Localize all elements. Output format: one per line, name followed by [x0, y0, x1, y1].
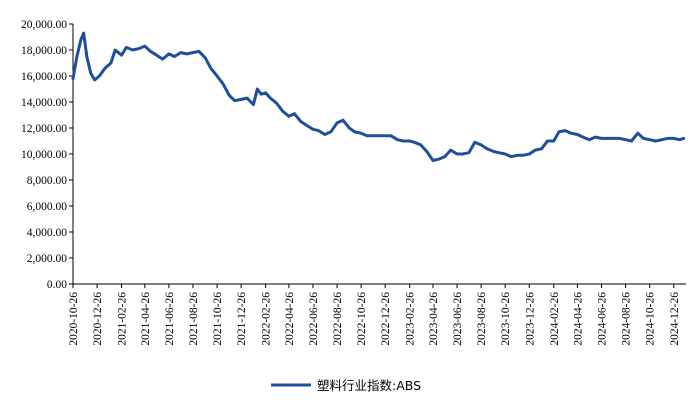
- x-tick-label: 2022-10-26: [356, 292, 368, 346]
- y-axis-ticks: 0.00 2,000.00 4,000.00 6,000.00 8,000.00 10,0…: [21, 19, 73, 291]
- legend: 塑料行业指数:ABS: [271, 378, 421, 393]
- x-tick-label: 2020-12-26: [92, 292, 104, 346]
- x-tick-label: 2024-06-26: [597, 292, 609, 346]
- y-tick-label: 20,000.00: [21, 19, 67, 31]
- x-tick-label: 2021-08-26: [188, 292, 200, 346]
- y-tick-label: 4,000.00: [27, 227, 68, 239]
- y-tick-label: 14,000.00: [21, 97, 67, 109]
- x-tick-label: 2021-04-26: [140, 292, 152, 346]
- x-tick-label: 2024-08-26: [621, 292, 633, 346]
- x-tick-label: 2024-04-26: [572, 292, 584, 346]
- y-tick-label: 18,000.00: [21, 45, 67, 57]
- x-tick-label: 2022-08-26: [332, 292, 344, 346]
- series-line: [71, 31, 686, 162]
- x-tick-label: 2022-12-26: [380, 292, 392, 346]
- y-tick-label: 2,000.00: [27, 253, 68, 265]
- series-layer: [71, 31, 686, 162]
- x-tick-label: 2023-10-26: [500, 292, 512, 346]
- x-tick-label: 2023-02-26: [405, 292, 417, 346]
- x-tick-label: 2021-06-26: [164, 292, 176, 346]
- y-tick-label: 8,000.00: [27, 175, 68, 187]
- legend-label: 塑料行业指数:ABS: [317, 378, 421, 393]
- x-tick-label: 2024-02-26: [549, 292, 561, 346]
- axes: [72, 24, 686, 285]
- y-tick-label: 16,000.00: [21, 71, 67, 83]
- y-tick-label: 6,000.00: [27, 201, 68, 213]
- x-tick-label: 2022-02-26: [261, 292, 273, 346]
- x-tick-label: 2023-08-26: [476, 292, 488, 346]
- x-tick-label: 2024-12-26: [669, 292, 681, 346]
- x-tick-label: 2023-04-26: [428, 292, 440, 346]
- x-tick-label: 2022-06-26: [308, 292, 320, 346]
- x-tick-label: 2021-02-26: [117, 292, 129, 346]
- x-tick-label: 2023-12-26: [524, 292, 536, 346]
- x-tick-label: 2023-06-26: [452, 292, 464, 346]
- x-tick-label: 2020-10-26: [68, 292, 80, 346]
- x-tick-label: 2022-04-26: [284, 292, 296, 346]
- x-tick-label: 2021-10-26: [212, 292, 224, 346]
- y-tick-label: 12,000.00: [21, 123, 67, 135]
- y-tick-label: 0.00: [47, 279, 67, 291]
- x-tick-label: 2021-12-26: [236, 292, 248, 346]
- x-tick-label: 2024-10-26: [645, 292, 657, 346]
- y-tick-label: 10,000.00: [21, 149, 67, 161]
- x-axis-ticks: 2020-10-26 2020-12-26 2021-02-26 2021-04-26…: [68, 284, 681, 346]
